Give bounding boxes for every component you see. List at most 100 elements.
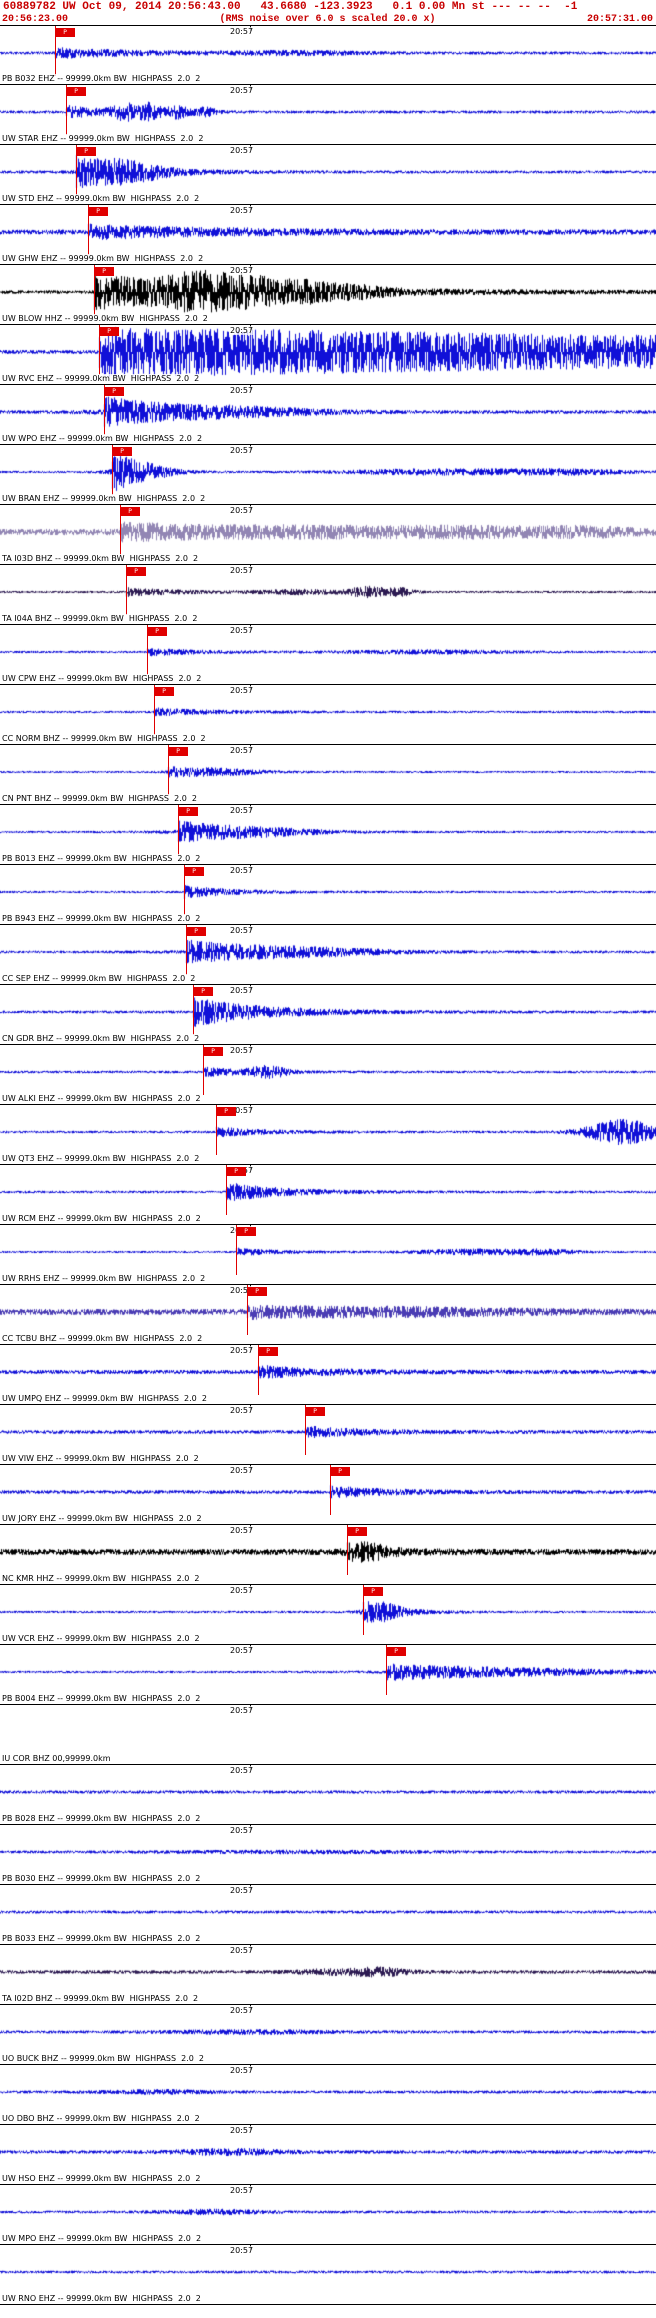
- waveform-canvas[interactable]: [0, 1825, 656, 1881]
- pick-marker[interactable]: P: [226, 1165, 246, 1224]
- pick-marker[interactable]: P: [178, 805, 198, 864]
- pick-marker[interactable]: P: [363, 1585, 383, 1644]
- pick-marker[interactable]: P: [126, 565, 146, 624]
- pick-marker[interactable]: P: [147, 625, 167, 684]
- pick-flag-label[interactable]: P: [126, 567, 146, 576]
- pick-flag-label[interactable]: P: [347, 1527, 367, 1536]
- trace-row: 20:57 P UW STD EHZ -- 99999.0km BW HIGHP…: [0, 145, 656, 205]
- pick-marker[interactable]: P: [168, 745, 188, 804]
- waveform-canvas[interactable]: [0, 205, 656, 261]
- waveform-canvas[interactable]: [0, 685, 656, 741]
- pick-flag-label[interactable]: P: [99, 327, 119, 336]
- pick-marker[interactable]: P: [76, 145, 96, 204]
- pick-marker[interactable]: P: [216, 1105, 236, 1164]
- pick-marker[interactable]: P: [330, 1465, 350, 1524]
- waveform-canvas[interactable]: [0, 1345, 656, 1401]
- pick-marker[interactable]: P: [193, 985, 213, 1044]
- pick-flag-label[interactable]: P: [147, 627, 167, 636]
- pick-marker[interactable]: P: [99, 325, 119, 384]
- waveform-canvas[interactable]: [0, 805, 656, 861]
- waveform-canvas[interactable]: [0, 1585, 656, 1641]
- waveform-canvas[interactable]: [0, 505, 656, 561]
- waveform-canvas[interactable]: [0, 2125, 656, 2181]
- pick-line: [226, 1165, 227, 1215]
- pick-marker[interactable]: P: [305, 1405, 325, 1464]
- pick-marker[interactable]: P: [94, 265, 114, 324]
- pick-flag-label[interactable]: P: [330, 1467, 350, 1476]
- waveform-canvas[interactable]: [0, 445, 656, 501]
- waveform-canvas[interactable]: [0, 2005, 656, 2061]
- waveform-canvas[interactable]: [0, 1465, 656, 1521]
- pick-flag-label[interactable]: P: [94, 267, 114, 276]
- waveform-canvas[interactable]: [0, 1285, 656, 1341]
- pick-flag-label[interactable]: P: [216, 1107, 236, 1116]
- pick-flag-label[interactable]: P: [154, 687, 174, 696]
- waveform-canvas[interactable]: [0, 1525, 656, 1581]
- waveform-canvas[interactable]: [0, 745, 656, 801]
- pick-marker[interactable]: P: [247, 1285, 267, 1344]
- waveform-canvas[interactable]: [0, 1405, 656, 1461]
- waveform-canvas[interactable]: [0, 1045, 656, 1101]
- waveform-canvas[interactable]: [0, 2185, 656, 2241]
- waveform-canvas[interactable]: [0, 385, 656, 441]
- waveform-canvas[interactable]: [0, 625, 656, 681]
- waveform-canvas[interactable]: [0, 2245, 656, 2301]
- pick-flag-label[interactable]: P: [178, 807, 198, 816]
- waveform-canvas[interactable]: [0, 985, 656, 1041]
- pick-marker[interactable]: P: [186, 925, 206, 984]
- pick-marker[interactable]: P: [386, 1645, 406, 1704]
- pick-flag-label[interactable]: P: [88, 207, 108, 216]
- waveform-canvas[interactable]: [0, 26, 656, 82]
- pick-flag-label[interactable]: P: [168, 747, 188, 756]
- pick-flag-label[interactable]: P: [112, 447, 132, 456]
- pick-marker[interactable]: P: [120, 505, 140, 564]
- pick-marker[interactable]: P: [347, 1525, 367, 1584]
- waveform-canvas[interactable]: [0, 1105, 656, 1161]
- pick-marker[interactable]: P: [112, 445, 132, 504]
- pick-marker[interactable]: P: [258, 1345, 278, 1404]
- pick-flag-label[interactable]: P: [258, 1347, 278, 1356]
- trace-label: UW WPO EHZ -- 99999.0km BW HIGHPASS 2.0 …: [2, 434, 203, 444]
- trace-row: 20:57 IU COR BHZ 00,99999.0km: [0, 1705, 656, 1765]
- pick-flag-label[interactable]: P: [184, 867, 204, 876]
- pick-marker[interactable]: P: [104, 385, 124, 444]
- pick-flag-label[interactable]: P: [66, 87, 86, 96]
- waveform-canvas[interactable]: [0, 925, 656, 981]
- waveform-canvas[interactable]: [0, 1225, 656, 1281]
- waveform-canvas[interactable]: [0, 865, 656, 921]
- time-tick-label: 20:57: [229, 326, 255, 335]
- waveform-canvas[interactable]: [0, 1765, 656, 1821]
- pick-flag-label[interactable]: P: [305, 1407, 325, 1416]
- pick-marker[interactable]: P: [154, 685, 174, 744]
- pick-flag-label[interactable]: P: [236, 1227, 256, 1236]
- pick-marker[interactable]: P: [203, 1045, 223, 1104]
- pick-flag-label[interactable]: P: [120, 507, 140, 516]
- pick-marker[interactable]: P: [55, 26, 75, 84]
- pick-flag-label[interactable]: P: [247, 1287, 267, 1296]
- waveform-canvas[interactable]: [0, 1945, 656, 2001]
- time-tick-label: 20:57: [229, 446, 255, 455]
- waveform-canvas[interactable]: [0, 85, 656, 141]
- pick-marker[interactable]: P: [66, 85, 86, 144]
- pick-flag-label[interactable]: P: [193, 987, 213, 996]
- waveform-canvas[interactable]: [0, 1165, 656, 1221]
- pick-flag-label[interactable]: P: [76, 147, 96, 156]
- pick-flag-label[interactable]: P: [226, 1167, 246, 1176]
- pick-marker[interactable]: P: [184, 865, 204, 924]
- pick-flag-label[interactable]: P: [363, 1587, 383, 1596]
- pick-flag-label[interactable]: P: [386, 1647, 406, 1656]
- waveform-canvas[interactable]: [0, 1885, 656, 1941]
- waveform-canvas[interactable]: [0, 565, 656, 621]
- waveform-canvas[interactable]: [0, 1645, 656, 1701]
- pick-flag-label[interactable]: P: [186, 927, 206, 936]
- trace-row: 20:57 P UW JORY EHZ -- 99999.0km BW HIGH…: [0, 1465, 656, 1525]
- trace-label: CC NORM BHZ -- 99999.0km BW HIGHPASS 2.0…: [2, 734, 206, 744]
- pick-marker[interactable]: P: [236, 1225, 256, 1284]
- waveform-canvas[interactable]: [0, 145, 656, 201]
- pick-flag-label[interactable]: P: [104, 387, 124, 396]
- pick-flag-label[interactable]: P: [55, 28, 75, 37]
- pick-flag-label[interactable]: P: [203, 1047, 223, 1056]
- waveform-canvas[interactable]: [0, 1705, 656, 1761]
- pick-marker[interactable]: P: [88, 205, 108, 264]
- waveform-canvas[interactable]: [0, 2065, 656, 2121]
